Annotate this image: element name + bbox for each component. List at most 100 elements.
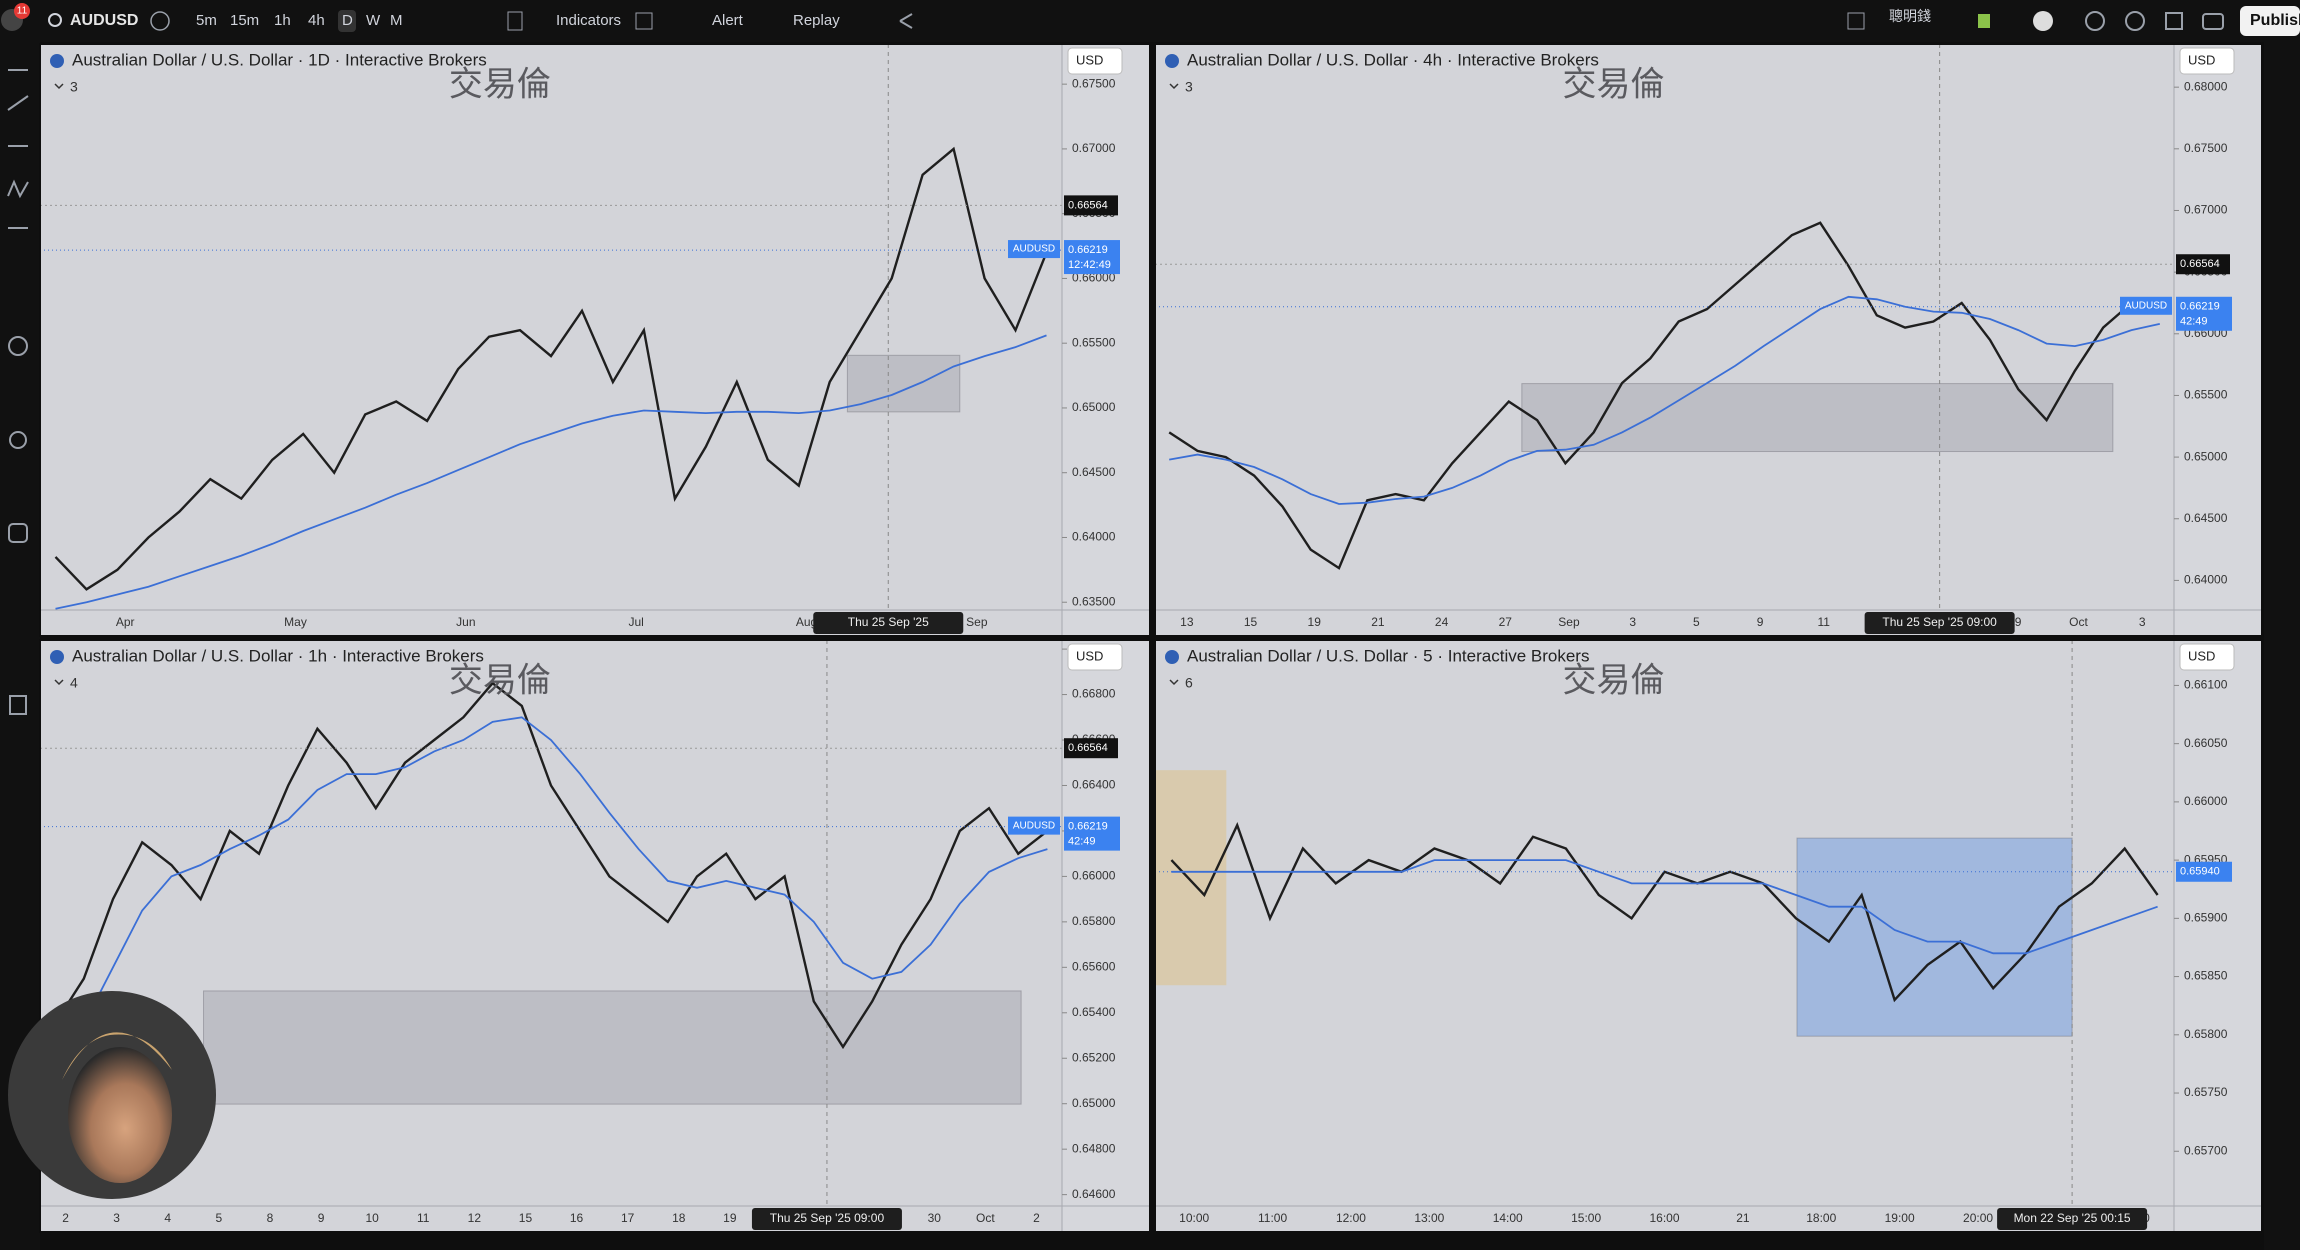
chart-title[interactable]: Australian Dollar / U.S. Dollar · 1D · I…: [72, 50, 487, 69]
watermark: 交易倫: [449, 65, 551, 105]
currency-label[interactable]: USD: [1076, 52, 1103, 67]
symbol-search[interactable]: AUDUSD: [70, 12, 138, 29]
add-symbol[interactable]: [150, 11, 170, 31]
indicator-count[interactable]: 3: [70, 79, 78, 95]
x-tick-label: 12: [468, 1211, 482, 1225]
y-tick-label: 0.66100: [2184, 678, 2228, 692]
x-tick-label: 15:00: [1571, 1211, 1601, 1225]
layout-select[interactable]: [1847, 12, 1865, 30]
y-tick-label: 0.65800: [1072, 914, 1116, 928]
collapse-chevron[interactable]: [1169, 83, 1179, 90]
y-tick-label: 0.65900: [2184, 911, 2228, 925]
y-tick-label: 0.65000: [2184, 449, 2228, 463]
x-tick-label: 13: [1180, 615, 1194, 629]
y-tick-label: 0.66000: [1072, 271, 1116, 285]
x-tick-label: 10: [365, 1211, 379, 1225]
currency-select[interactable]: [1067, 643, 1123, 671]
undo-icon[interactable]: [899, 13, 913, 29]
chart-title[interactable]: Australian Dollar / U.S. Dollar · 4h · I…: [1187, 50, 1599, 69]
publish-button[interactable]: [2240, 6, 2300, 36]
replay-button[interactable]: Replay: [793, 12, 840, 29]
snapshot-icon[interactable]: [2202, 13, 2224, 30]
webcam-face: [68, 1047, 172, 1183]
crosshair-tag: [813, 612, 964, 634]
interval-button[interactable]: D: [342, 12, 353, 29]
chart-title[interactable]: Australian Dollar / U.S. Dollar · 5 · In…: [1187, 646, 1589, 665]
crosshair-tag: [751, 1208, 902, 1230]
status-icon: [1978, 14, 1990, 28]
interval-button[interactable]: M: [390, 12, 403, 29]
x-tick-label: 9: [1757, 615, 1764, 629]
tool-icon[interactable]: [9, 431, 27, 449]
interval-button[interactable]: 1h: [274, 12, 291, 29]
search-icon[interactable]: [2085, 11, 2105, 31]
price-tag-label: 0.66564: [2180, 258, 2220, 270]
x-tick-label: 30: [928, 1211, 942, 1225]
x-tick-label: 15: [1244, 615, 1258, 629]
settings-icon[interactable]: [2125, 11, 2145, 31]
currency-select[interactable]: [2179, 47, 2235, 75]
x-tick-label: Oct: [2069, 615, 2088, 629]
alert-button[interactable]: Alert: [712, 12, 744, 29]
tool-icon[interactable]: [9, 695, 27, 715]
y-tick-label: 0.65500: [2184, 388, 2228, 402]
currency-select[interactable]: [1067, 47, 1123, 75]
x-tick-label: 5: [216, 1211, 223, 1225]
crosshair-label: Thu 25 Sep '25: [848, 615, 929, 629]
currency-label[interactable]: USD: [2188, 52, 2215, 67]
x-tick-label: 16:00: [1649, 1211, 1679, 1225]
panel-border: [39, 43, 1151, 637]
tool-icon[interactable]: [7, 179, 29, 199]
right-sidebar: [2264, 42, 2300, 1250]
x-tick-label: 4: [164, 1211, 171, 1225]
user-name[interactable]: 聰明錢: [1889, 8, 1931, 25]
y-tick-label: 0.64000: [1072, 530, 1116, 544]
x-tick-label: 17: [621, 1211, 635, 1225]
indicators-button[interactable]: Indicators: [556, 12, 621, 29]
tool-icon[interactable]: [7, 95, 29, 111]
crosshair-tag: [1864, 612, 2015, 634]
x-tick-label: 19: [723, 1211, 737, 1225]
interval-active: [338, 10, 356, 32]
y-tick-label: 0.65500: [1072, 335, 1116, 349]
indicator-count[interactable]: 4: [70, 675, 78, 691]
interval-button[interactable]: 15m: [230, 12, 259, 29]
interval-button[interactable]: 4h: [308, 12, 325, 29]
collapse-chevron[interactable]: [54, 679, 64, 686]
publish-label[interactable]: Publish: [2250, 12, 2300, 29]
price-tag-label: 0.66564: [1068, 199, 1108, 211]
x-tick-label: 19: [1308, 615, 1322, 629]
price-tag: [1064, 738, 1118, 759]
interval-button[interactable]: 5m: [196, 12, 217, 29]
search-icon[interactable]: [48, 13, 62, 27]
collapse-chevron[interactable]: [1169, 679, 1179, 686]
chart-title[interactable]: Australian Dollar / U.S. Dollar · 1h · I…: [72, 646, 484, 665]
fullscreen-icon[interactable]: [2165, 12, 2183, 30]
x-tick-label: 10:00: [1179, 1211, 1209, 1225]
symbol-tag-label: AUDUSD: [1013, 244, 1055, 255]
y-tick-label: 0.64600: [1072, 1187, 1116, 1201]
tool-icon[interactable]: [8, 336, 28, 356]
countdown-label: 42:49: [2180, 316, 2208, 328]
chart-panel: 0.65700 0.65750 0.65800 0.65850 0.65900 0.659…: [1154, 639, 2263, 1233]
tool-icon[interactable]: [8, 523, 28, 543]
symbol-logo: [50, 54, 64, 68]
chart-type-icon[interactable]: [507, 11, 523, 31]
currency-label[interactable]: USD: [1076, 648, 1103, 663]
y-tick-label: 0.67500: [2184, 141, 2228, 155]
price-axis: [2174, 44, 2262, 636]
interval-button[interactable]: W: [366, 12, 381, 29]
moving-average: [53, 716, 1048, 1059]
currency-label[interactable]: USD: [2188, 648, 2215, 663]
indicator-count[interactable]: 3: [1185, 79, 1193, 95]
currency-select[interactable]: [2179, 643, 2235, 671]
x-tick-label: 12:00: [1336, 1211, 1366, 1225]
panel-border: [39, 639, 1151, 1233]
collapse-chevron[interactable]: [54, 83, 64, 90]
layout-icon[interactable]: [635, 12, 653, 30]
price-tag: [2176, 254, 2230, 275]
y-tick-label: 0.65700: [2184, 1143, 2228, 1157]
indicator-count[interactable]: 6: [1185, 675, 1193, 691]
panel-border: [1154, 639, 2263, 1233]
